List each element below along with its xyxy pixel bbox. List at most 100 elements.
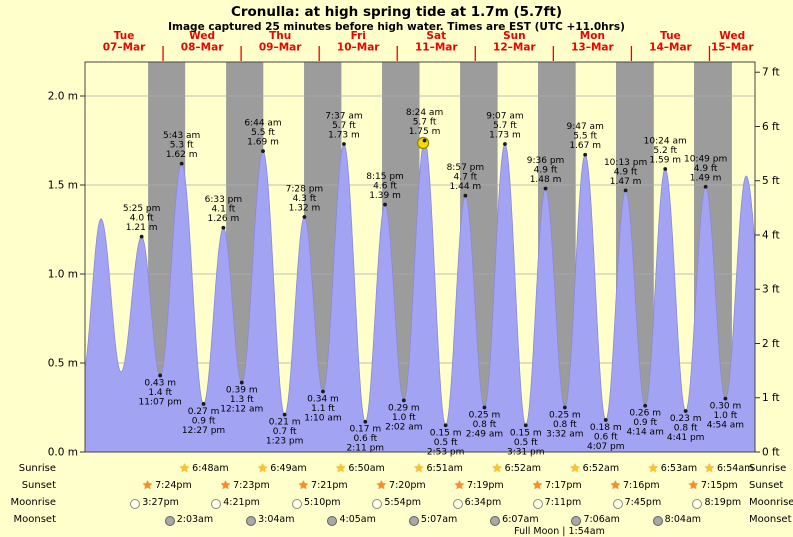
sunrise-row-label-right: Sunrise [749,463,787,474]
axis-label-ft: 3 ft [762,284,780,296]
sunset-icon: ★ [220,478,231,492]
high-tide-ft: 4.9 ft [694,164,718,174]
sunset-icon: ★ [610,478,621,492]
low-tide-m: 0.25 m [469,411,501,421]
day-label-weekday: Sun [503,30,526,42]
high-tide-m: 1.73 m [328,131,360,141]
moonset-time: 7:06am [583,514,620,525]
high-tide-time: 9:47 am [566,122,603,132]
low-tide-ft: 1.1 ft [311,404,335,414]
day-label-weekday: Sat [426,30,446,42]
tide-point-dot [562,405,567,410]
sunrise-time: 6:53am [660,463,698,474]
moonset-icon [246,516,257,526]
tide-point-dot [543,186,548,191]
high-tide-time: 5:43 am [163,131,200,141]
moonrise-icon [612,499,623,509]
low-tide-ft: 0.8 ft [553,420,577,430]
low-tide-time: 2:49 am [466,430,503,440]
high-tide-ft: 4.9 ft [534,166,558,176]
moonset-time: 8:04am [664,514,702,525]
tide-point-dot [583,152,588,157]
tide-point-dot [321,389,325,394]
tide-point-dot [179,161,184,166]
high-tide-ft: 4.9 ft [614,167,638,177]
tide-point-dot [261,149,265,154]
sunrise-icon: ★ [257,461,269,475]
sunset-icon: ★ [298,478,309,492]
tide-point-dot [239,380,244,385]
low-tide-ft: 0.9 ft [633,418,657,428]
tide-point-dot [683,409,688,413]
moonrise-time: 3:27pm [142,497,179,508]
sunrise-icon: ★ [179,461,190,475]
high-tide-ft: 5.7 ft [332,121,356,131]
moonset-icon [652,516,663,526]
low-tide-ft: 0.5 ft [434,438,458,448]
tide-point-dot [623,188,628,193]
sunrise-time: 6:52am [582,463,620,474]
low-tide-m: 0.27 m [188,407,220,417]
sunrise-time: 6:50am [348,463,385,474]
high-tide-time: 7:37 am [325,112,362,122]
sunset-icon: ★ [532,478,543,492]
low-tide-ft: 0.5 ft [514,438,538,448]
moonrise-time: 7:45pm [624,497,662,508]
tide-point-dot [723,396,728,401]
low-tide-ft: 1.4 ft [148,388,172,398]
tide-point-dot [523,423,528,428]
high-tide-ft: 4.7 ft [454,173,478,183]
low-tide-m: 0.39 m [226,386,258,396]
high-tide-time: 9:07 am [486,112,523,122]
high-tide-ft: 5.2 ft [653,146,677,156]
moonrise-row-label-left: Moonrise [10,497,56,508]
high-tide-time: 9:36 pm [527,156,565,166]
tide-point-dot [643,403,648,408]
moonset-icon [164,516,175,526]
low-tide-m: 0.30 m [710,402,742,412]
low-tide-time: 2:11 pm [347,444,385,454]
high-tide-time: 6:33 pm [205,195,243,205]
tide-point-dot [302,215,307,219]
high-tide-m: 1.75 m [409,127,441,137]
high-tide-time: 8:24 am [406,108,443,118]
high-tide-m: 1.59 m [649,155,681,165]
sunset-row-label-left: Sunset [21,480,56,491]
tide-graph: 0.0 m 0.5 m 1.0 m 1.5 m 2.0 m 0 ft 1 ft 2 ft 3 f… [48,30,780,459]
sunset-time: 7:24pm [155,480,192,491]
tide-point-dot [282,412,287,417]
sunrise-time: 6:54am [717,463,754,474]
sunrise-time: 6:49am [270,463,307,474]
high-tide-time: 10:13 pm [604,158,647,168]
moonset-icon [327,516,338,526]
low-tide-time: 1:23 pm [266,437,304,447]
low-tide-ft: 0.8 ft [473,420,497,430]
high-tide-m: 1.21 m [126,223,158,233]
low-tide-ft: 0.8 ft [674,424,698,434]
page-subtitle: Image captured 25 minutes before high wa… [168,21,625,33]
day-label-date: 07–Mar [103,42,146,54]
high-tide-ft: 5.7 ft [413,118,437,128]
sunset-time: 7:21pm [311,480,348,491]
axis-label-ft: 1 ft [762,392,780,404]
moonset-icon [571,516,582,526]
moonset-icon [408,516,419,526]
moonset-row-label-right: Moonset [749,514,792,525]
full-moon-label: Full Moon | 1:54am [514,526,605,537]
high-tide-m: 1.39 m [369,191,401,201]
tide-point-dot [342,142,346,146]
moonset-time: 4:05am [339,514,376,525]
low-tide-m: 0.43 m [144,378,176,388]
low-tide-time: 1:10 am [304,413,341,423]
high-tide-ft: 5.3 ft [170,141,194,151]
moonrise-time: 4:21pm [223,497,260,508]
day-label-date: 10–Mar [337,42,380,54]
high-tide-m: 1.44 m [450,182,482,192]
high-tide-m: 1.48 m [530,175,562,185]
high-tide-m: 1.62 m [166,150,198,160]
high-tide-time: 7:28 pm [286,185,324,195]
moonrise-time: 5:54pm [384,497,422,508]
sunrise-time: 6:48am [192,463,229,474]
day-label-weekday: Tue [660,30,681,42]
high-tide-time: 5:25 pm [123,204,161,214]
